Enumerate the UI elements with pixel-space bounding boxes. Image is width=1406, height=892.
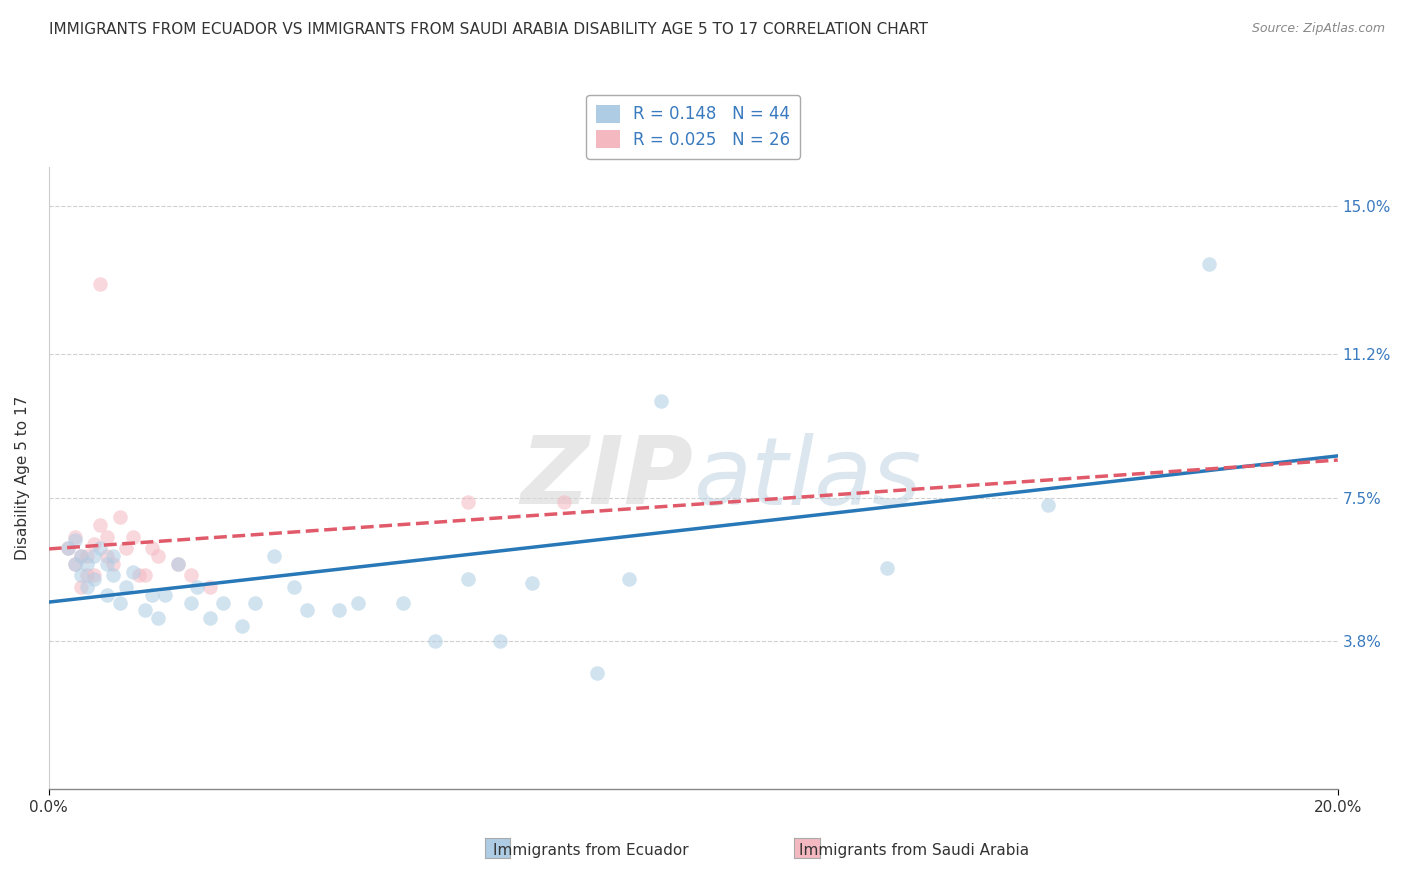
Point [876, 560, 898, 574]
Point [243, 596, 266, 610]
Point [76, 580, 98, 594]
Point [63, 557, 86, 571]
Point [141, 588, 163, 602]
Point [103, 568, 125, 582]
Point [585, 665, 607, 680]
Text: atlas: atlas [693, 433, 921, 524]
Point [96, 529, 118, 543]
Point [121, 529, 143, 543]
Point [263, 549, 285, 563]
Point [76, 568, 98, 582]
Text: Immigrants from Saudi Arabia: Immigrants from Saudi Arabia [799, 843, 1029, 858]
Point [553, 494, 575, 508]
Point [520, 576, 543, 591]
Point [70, 549, 93, 563]
Point [128, 568, 150, 582]
Point [457, 572, 479, 586]
Legend: R = 0.148   N = 44, R = 0.025   N = 26: R = 0.148 N = 44, R = 0.025 N = 26 [586, 95, 800, 159]
Point [392, 596, 415, 610]
Point [70, 580, 93, 594]
Point [70, 568, 93, 582]
Point [83, 572, 105, 586]
Point [180, 596, 202, 610]
Point [103, 557, 125, 571]
Point [83, 549, 105, 563]
Point [96, 557, 118, 571]
Point [108, 596, 131, 610]
Point [63, 533, 86, 548]
Point [180, 568, 202, 582]
Point [1198, 257, 1220, 271]
Point [489, 634, 512, 648]
Point [76, 557, 98, 571]
Point [89, 541, 111, 556]
Point [115, 541, 138, 556]
Text: Source: ZipAtlas.com: Source: ZipAtlas.com [1251, 22, 1385, 36]
Point [425, 634, 447, 648]
Point [231, 619, 253, 633]
Point [83, 568, 105, 582]
Point [89, 517, 111, 532]
Point [56, 541, 79, 556]
Point [347, 596, 370, 610]
Point [186, 580, 208, 594]
Point [83, 537, 105, 551]
Point [70, 549, 93, 563]
Point [121, 565, 143, 579]
Point [457, 494, 479, 508]
Point [108, 510, 131, 524]
Point [141, 541, 163, 556]
Point [115, 580, 138, 594]
Point [328, 603, 350, 617]
Point [198, 611, 221, 625]
Text: IMMIGRANTS FROM ECUADOR VS IMMIGRANTS FROM SAUDI ARABIA DISABILITY AGE 5 TO 17 C: IMMIGRANTS FROM ECUADOR VS IMMIGRANTS FR… [49, 22, 928, 37]
Point [148, 549, 170, 563]
Point [63, 557, 86, 571]
Point [76, 549, 98, 563]
Point [166, 557, 188, 571]
Point [283, 580, 305, 594]
Point [96, 549, 118, 563]
Point [198, 580, 221, 594]
Point [650, 393, 672, 408]
Point [56, 541, 79, 556]
Point [134, 568, 156, 582]
Point [153, 588, 176, 602]
Point [134, 603, 156, 617]
Point [166, 557, 188, 571]
Y-axis label: Disability Age 5 to 17: Disability Age 5 to 17 [15, 396, 30, 560]
Point [103, 549, 125, 563]
Point [617, 572, 640, 586]
Point [148, 611, 170, 625]
Point [295, 603, 318, 617]
Point [1036, 499, 1059, 513]
Text: ZIP: ZIP [520, 433, 693, 524]
Point [89, 277, 111, 291]
Point [96, 588, 118, 602]
Text: Immigrants from Ecuador: Immigrants from Ecuador [492, 843, 689, 858]
Point [63, 529, 86, 543]
Point [211, 596, 233, 610]
